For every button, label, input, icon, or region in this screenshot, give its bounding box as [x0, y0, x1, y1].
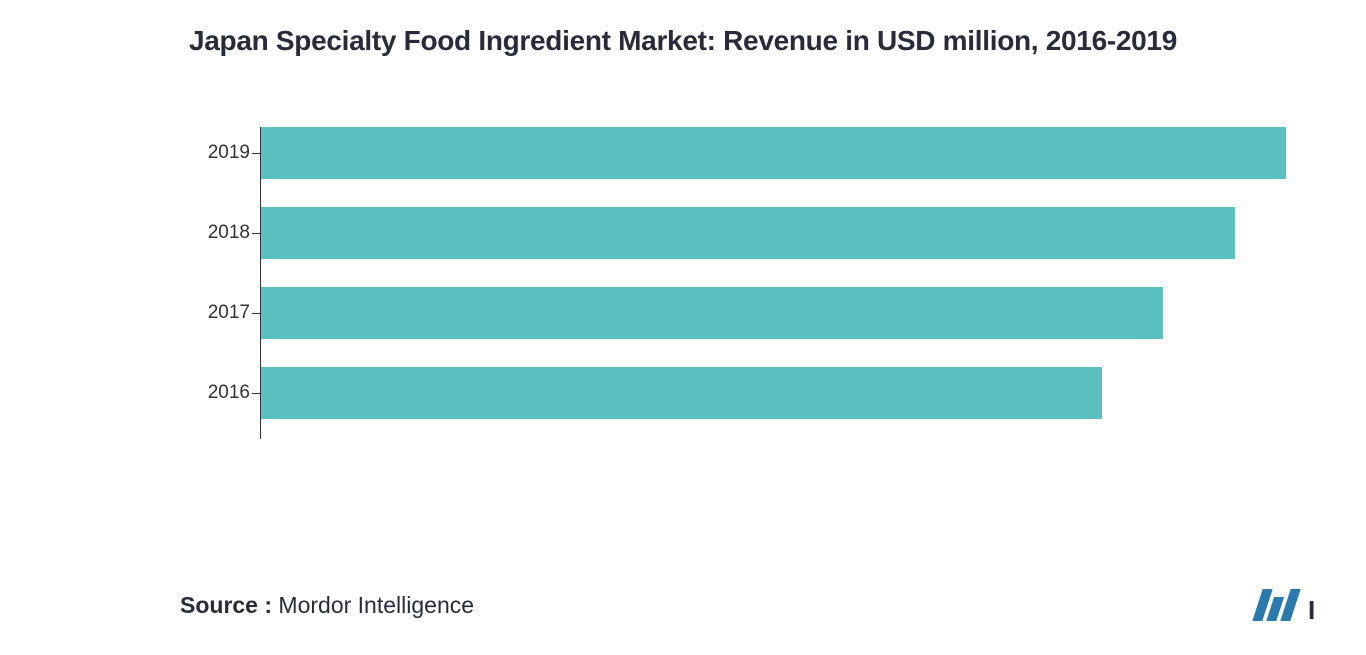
- bar-track: [261, 207, 1286, 259]
- source-text: Source : Mordor Intelligence: [180, 592, 474, 619]
- bar-row-2017: 2017: [260, 287, 1286, 339]
- chart-plot-area: 2019 2018 2017 2016: [260, 127, 1286, 487]
- chart-title: Japan Specialty Food Ingredient Market: …: [40, 25, 1326, 57]
- mordor-logo-icon: I: [1246, 585, 1326, 625]
- bar-2017: [261, 287, 1163, 339]
- source-label: Source :: [180, 592, 278, 618]
- bar-track: [261, 127, 1286, 179]
- bar-row-2016: 2016: [260, 367, 1286, 419]
- logo-svg: I: [1246, 585, 1326, 625]
- bar-2016: [261, 367, 1102, 419]
- bar-row-2019: 2019: [260, 127, 1286, 179]
- tick-mark: [252, 233, 260, 234]
- source-name: Mordor Intelligence: [278, 592, 474, 618]
- source-row: Source : Mordor Intelligence I: [180, 585, 1326, 625]
- bar-track: [261, 287, 1286, 339]
- bar-track: [261, 367, 1286, 419]
- bar-label: 2019: [190, 142, 250, 164]
- svg-text:I: I: [1308, 595, 1315, 625]
- bar-label: 2016: [190, 382, 250, 404]
- bar-2018: [261, 207, 1235, 259]
- tick-mark: [252, 313, 260, 314]
- bar-label: 2017: [190, 302, 250, 324]
- tick-mark: [252, 153, 260, 154]
- bar-label: 2018: [190, 222, 250, 244]
- bar-row-2018: 2018: [260, 207, 1286, 259]
- bar-2019: [261, 127, 1286, 179]
- tick-mark: [252, 393, 260, 394]
